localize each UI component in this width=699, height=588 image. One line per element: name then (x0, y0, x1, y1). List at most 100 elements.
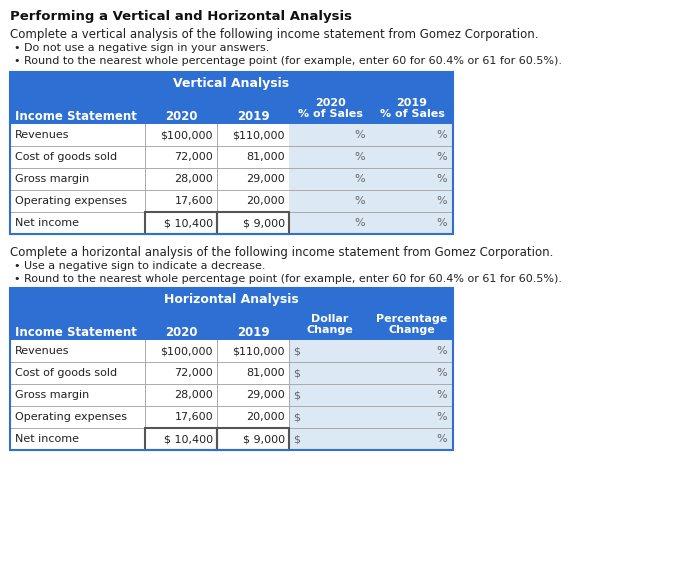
Text: Income Statement: Income Statement (15, 110, 137, 123)
Text: $100,000: $100,000 (161, 130, 213, 140)
Text: %: % (436, 174, 447, 184)
Text: $ 10,400: $ 10,400 (164, 434, 213, 444)
Text: $: $ (293, 434, 300, 444)
Text: %: % (436, 412, 447, 422)
Bar (371, 124, 453, 146)
Text: Vertical Analysis: Vertical Analysis (173, 77, 289, 90)
Bar (10, 288, 453, 310)
Text: Horizontal Analysis: Horizontal Analysis (164, 293, 299, 306)
Text: %: % (354, 174, 365, 184)
Text: Change: Change (389, 325, 435, 335)
Text: %: % (436, 152, 447, 162)
Bar (371, 340, 453, 362)
Bar (371, 212, 453, 234)
Text: %: % (354, 130, 365, 140)
Text: 2020: 2020 (165, 326, 197, 339)
Bar (10, 406, 453, 428)
Text: • Round to the nearest whole percentage point (for example, enter 60 for 60.4% o: • Round to the nearest whole percentage … (14, 274, 562, 284)
Text: 20,000: 20,000 (246, 196, 285, 206)
Bar (289, 428, 371, 450)
Text: Gross margin: Gross margin (15, 174, 89, 184)
Text: Operating expenses: Operating expenses (15, 412, 127, 422)
Text: Gross margin: Gross margin (15, 390, 89, 400)
Bar (371, 428, 453, 450)
Bar (10, 310, 453, 340)
Text: %: % (354, 218, 365, 228)
Text: 81,000: 81,000 (246, 152, 285, 162)
Bar (10, 94, 453, 124)
Text: 28,000: 28,000 (174, 390, 213, 400)
Text: 2019: 2019 (396, 98, 428, 108)
Text: $: $ (293, 412, 300, 422)
Text: $110,000: $110,000 (233, 130, 285, 140)
Text: $: $ (293, 390, 300, 400)
Text: $110,000: $110,000 (233, 346, 285, 356)
Text: Cost of goods sold: Cost of goods sold (15, 368, 117, 378)
Bar (10, 124, 453, 146)
Text: • Do not use a negative sign in your answers.: • Do not use a negative sign in your ans… (14, 43, 269, 53)
Text: Net income: Net income (15, 434, 79, 444)
Bar (217, 428, 289, 450)
Text: %: % (436, 346, 447, 356)
Bar (371, 190, 453, 212)
Text: Cost of goods sold: Cost of goods sold (15, 152, 117, 162)
Text: 72,000: 72,000 (174, 152, 213, 162)
Bar (371, 362, 453, 384)
Text: 29,000: 29,000 (246, 390, 285, 400)
Text: Net income: Net income (15, 218, 79, 228)
Bar (289, 124, 371, 146)
Text: 20,000: 20,000 (246, 412, 285, 422)
Text: 28,000: 28,000 (174, 174, 213, 184)
Text: 17,600: 17,600 (174, 412, 213, 422)
Bar (371, 168, 453, 190)
Text: %: % (436, 434, 447, 444)
Bar (289, 340, 371, 362)
Bar (10, 384, 453, 406)
Text: $100,000: $100,000 (161, 346, 213, 356)
Text: 2020: 2020 (315, 98, 345, 108)
Bar (10, 190, 453, 212)
Text: Change: Change (307, 325, 354, 335)
Text: Performing a Vertical and Horizontal Analysis: Performing a Vertical and Horizontal Ana… (10, 10, 352, 23)
Text: % of Sales: % of Sales (298, 109, 363, 119)
Text: Revenues: Revenues (15, 346, 69, 356)
Bar (10, 146, 453, 168)
Text: 29,000: 29,000 (246, 174, 285, 184)
Text: %: % (436, 218, 447, 228)
Text: 72,000: 72,000 (174, 368, 213, 378)
Bar (371, 146, 453, 168)
Bar (289, 146, 371, 168)
Text: 17,600: 17,600 (174, 196, 213, 206)
Text: • Use a negative sign to indicate a decrease.: • Use a negative sign to indicate a decr… (14, 261, 266, 271)
Bar (289, 362, 371, 384)
Bar (10, 362, 453, 384)
Bar (10, 72, 453, 94)
Bar (10, 72, 453, 234)
Text: $ 9,000: $ 9,000 (243, 218, 285, 228)
Text: Dollar: Dollar (311, 314, 349, 324)
Text: $ 10,400: $ 10,400 (164, 218, 213, 228)
Text: $: $ (293, 368, 300, 378)
Text: 2020: 2020 (165, 110, 197, 123)
Bar (371, 406, 453, 428)
Bar (289, 212, 371, 234)
Bar (289, 190, 371, 212)
Text: %: % (354, 196, 365, 206)
Bar (10, 168, 453, 190)
Text: 81,000: 81,000 (246, 368, 285, 378)
Text: 2019: 2019 (237, 110, 269, 123)
Text: Complete a horizontal analysis of the following income statement from Gomez Corp: Complete a horizontal analysis of the fo… (10, 246, 554, 259)
Text: $: $ (293, 346, 300, 356)
Text: %: % (354, 152, 365, 162)
Bar (371, 384, 453, 406)
Text: % of Sales: % of Sales (380, 109, 445, 119)
Text: %: % (436, 130, 447, 140)
Bar (10, 212, 453, 234)
Text: Revenues: Revenues (15, 130, 69, 140)
Bar (10, 288, 453, 450)
Text: $ 9,000: $ 9,000 (243, 434, 285, 444)
Bar (289, 384, 371, 406)
Text: • Round to the nearest whole percentage point (for example, enter 60 for 60.4% o: • Round to the nearest whole percentage … (14, 56, 562, 66)
Bar (10, 340, 453, 362)
Text: %: % (436, 390, 447, 400)
